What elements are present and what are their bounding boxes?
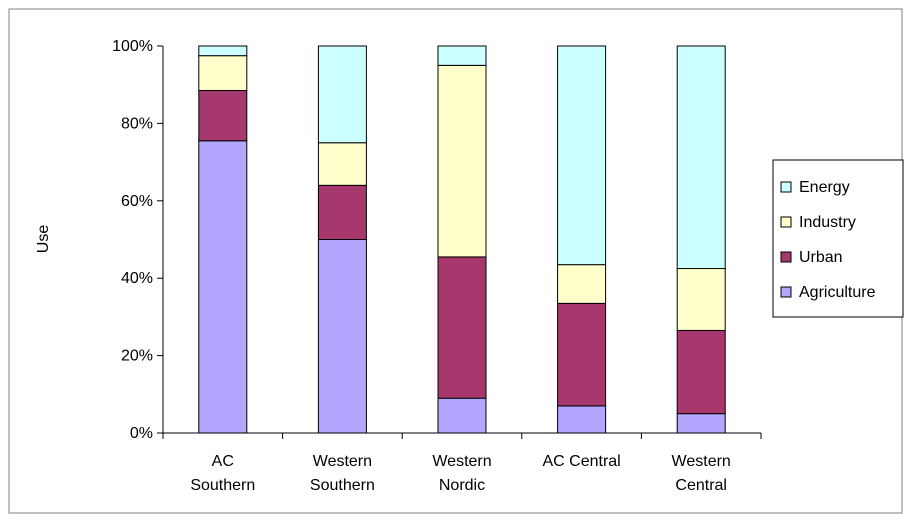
y-tick-label: 20% <box>121 348 153 365</box>
bar-segment-agriculture <box>317 239 367 434</box>
legend-swatch-energy <box>780 181 792 193</box>
bar-segment-agriculture <box>198 140 248 434</box>
legend: Energy Industry Urban Agriculture <box>772 159 904 318</box>
x-category-label-line: AC Central <box>542 453 620 470</box>
legend-swatch-urban <box>780 251 792 263</box>
legend-label-industry: Industry <box>799 214 856 231</box>
bar-segment-urban <box>198 90 248 142</box>
plot-area: 0% 20% 40% 60% 80% 100% AC Southern Western South… <box>112 38 762 494</box>
x-category-label-line: Nordic <box>439 477 485 494</box>
bar-segment-industry <box>437 64 487 258</box>
bar-segment-energy <box>437 45 487 66</box>
bar-segment-energy <box>198 45 248 57</box>
y-tick-label: 0% <box>130 425 153 442</box>
bar-segment-agriculture <box>557 405 607 434</box>
legend-box <box>772 159 904 318</box>
x-category-label-line: Central <box>675 477 727 494</box>
bar-segment-urban <box>676 329 726 415</box>
bar-segment-agriculture <box>676 413 726 434</box>
legend-label-energy: Energy <box>799 179 850 196</box>
bar-segment-industry <box>557 264 607 304</box>
bar-segment-energy <box>676 45 726 270</box>
x-category-label-line: Southern <box>190 477 255 494</box>
y-tick-label: 100% <box>112 38 153 55</box>
x-category-label-line: AC <box>212 453 234 470</box>
x-category-label: Western Central <box>672 453 731 494</box>
bar-segment-industry <box>317 142 367 186</box>
x-category-label-line: Western <box>313 453 372 470</box>
x-category-label-line: Western <box>672 453 731 470</box>
x-category-label-line: Southern <box>310 477 375 494</box>
legend-label-agriculture: Agriculture <box>799 284 876 301</box>
legend-swatch-industry <box>780 216 792 228</box>
bar-segment-industry <box>676 268 726 331</box>
x-category-label: Western Southern <box>310 453 375 494</box>
bar-segment-industry <box>198 55 248 92</box>
y-tick-label: 40% <box>121 270 153 287</box>
legend-swatch-agriculture <box>780 286 792 298</box>
bar-segment-agriculture <box>437 397 487 434</box>
x-category-label: Western Nordic <box>432 453 491 494</box>
y-tick-label: 80% <box>121 115 153 132</box>
bar-segment-energy <box>557 45 607 266</box>
y-tick-label: 60% <box>121 193 153 210</box>
legend-label-urban: Urban <box>799 249 843 266</box>
bar-segment-energy <box>317 45 367 144</box>
x-category-label: AC Central <box>542 453 620 470</box>
bar-segment-urban <box>557 302 607 407</box>
bar-segment-urban <box>437 256 487 399</box>
bar-segment-urban <box>317 184 367 241</box>
y-axis-title: Use <box>35 225 52 254</box>
x-category-label-line: Western <box>432 453 491 470</box>
x-category-label: AC Southern <box>190 453 255 494</box>
